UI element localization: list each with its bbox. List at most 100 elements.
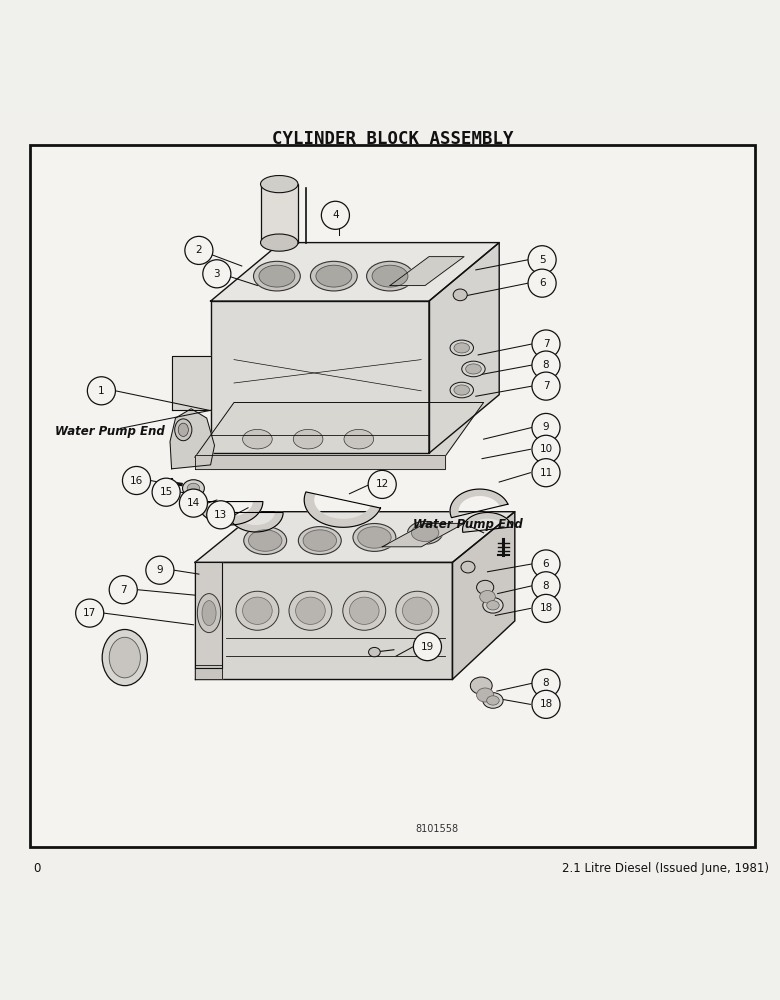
Ellipse shape: [187, 483, 200, 493]
Text: 6: 6: [539, 278, 545, 288]
Text: 9: 9: [543, 422, 549, 432]
Ellipse shape: [368, 647, 381, 657]
Text: 9: 9: [157, 565, 163, 575]
Ellipse shape: [316, 265, 352, 287]
Ellipse shape: [402, 597, 432, 624]
Text: Water Pump End: Water Pump End: [55, 425, 165, 438]
Circle shape: [532, 594, 560, 622]
Ellipse shape: [454, 343, 470, 353]
Text: 8: 8: [543, 581, 549, 591]
Ellipse shape: [236, 591, 279, 630]
Ellipse shape: [353, 523, 395, 551]
Ellipse shape: [303, 530, 336, 551]
Polygon shape: [211, 243, 499, 301]
Text: 0: 0: [33, 862, 40, 875]
Ellipse shape: [487, 601, 499, 610]
Ellipse shape: [289, 591, 332, 630]
Polygon shape: [390, 257, 464, 286]
Ellipse shape: [175, 419, 192, 441]
Polygon shape: [170, 409, 214, 469]
Ellipse shape: [466, 364, 481, 374]
Circle shape: [528, 246, 556, 274]
Ellipse shape: [109, 637, 140, 678]
Ellipse shape: [372, 265, 408, 287]
Ellipse shape: [197, 594, 221, 633]
Polygon shape: [450, 489, 508, 518]
Ellipse shape: [477, 688, 494, 702]
Ellipse shape: [296, 597, 325, 624]
Circle shape: [368, 470, 396, 498]
Ellipse shape: [249, 530, 282, 551]
Ellipse shape: [453, 289, 467, 301]
Ellipse shape: [243, 429, 272, 449]
Ellipse shape: [183, 480, 204, 497]
Polygon shape: [172, 356, 211, 410]
Ellipse shape: [477, 580, 494, 594]
Circle shape: [87, 377, 115, 405]
Ellipse shape: [178, 423, 188, 436]
Ellipse shape: [411, 524, 439, 542]
Polygon shape: [197, 502, 263, 525]
Polygon shape: [452, 512, 515, 679]
Text: 19: 19: [421, 642, 434, 652]
Circle shape: [532, 550, 560, 578]
Text: Water Pump End: Water Pump End: [413, 518, 523, 531]
Circle shape: [321, 201, 349, 229]
Text: 17: 17: [83, 608, 96, 618]
Polygon shape: [429, 243, 499, 453]
Bar: [261, 184, 298, 243]
Circle shape: [122, 466, 151, 495]
Circle shape: [532, 351, 560, 379]
Text: 8: 8: [543, 360, 549, 370]
Ellipse shape: [244, 527, 287, 555]
Text: 18: 18: [540, 699, 552, 709]
Text: 8: 8: [543, 678, 549, 688]
Text: 8101558: 8101558: [415, 824, 459, 834]
Ellipse shape: [349, 597, 379, 624]
Text: 14: 14: [187, 498, 200, 508]
Polygon shape: [195, 512, 515, 562]
Ellipse shape: [483, 597, 503, 613]
Polygon shape: [382, 523, 464, 547]
Ellipse shape: [470, 677, 492, 694]
Circle shape: [532, 459, 560, 487]
Circle shape: [152, 478, 180, 506]
Circle shape: [179, 489, 207, 517]
Ellipse shape: [261, 176, 298, 193]
Ellipse shape: [450, 382, 473, 398]
Text: 4: 4: [332, 210, 339, 220]
Circle shape: [532, 330, 560, 358]
Ellipse shape: [254, 261, 300, 291]
Ellipse shape: [358, 527, 391, 548]
Ellipse shape: [367, 261, 413, 291]
Circle shape: [532, 435, 560, 463]
Text: 15: 15: [160, 487, 172, 497]
Ellipse shape: [310, 261, 357, 291]
Circle shape: [203, 260, 231, 288]
Polygon shape: [195, 402, 484, 457]
Ellipse shape: [483, 693, 503, 708]
Text: 16: 16: [130, 476, 143, 486]
Ellipse shape: [454, 385, 470, 395]
Circle shape: [146, 556, 174, 584]
Polygon shape: [195, 665, 222, 679]
Text: 18: 18: [540, 603, 552, 613]
Text: 1: 1: [98, 386, 105, 396]
Circle shape: [532, 372, 560, 400]
Ellipse shape: [243, 597, 272, 624]
Text: 13: 13: [215, 510, 227, 520]
Polygon shape: [463, 512, 512, 532]
Text: 6: 6: [543, 559, 549, 569]
Ellipse shape: [480, 590, 495, 603]
Text: 12: 12: [376, 479, 388, 489]
Circle shape: [532, 690, 560, 718]
Ellipse shape: [343, 591, 386, 630]
Ellipse shape: [450, 340, 473, 356]
Circle shape: [532, 572, 560, 600]
Circle shape: [207, 501, 235, 529]
Ellipse shape: [261, 234, 298, 251]
Text: 2: 2: [196, 245, 202, 255]
Ellipse shape: [487, 696, 499, 705]
Text: 7: 7: [543, 339, 549, 349]
Ellipse shape: [202, 601, 216, 626]
